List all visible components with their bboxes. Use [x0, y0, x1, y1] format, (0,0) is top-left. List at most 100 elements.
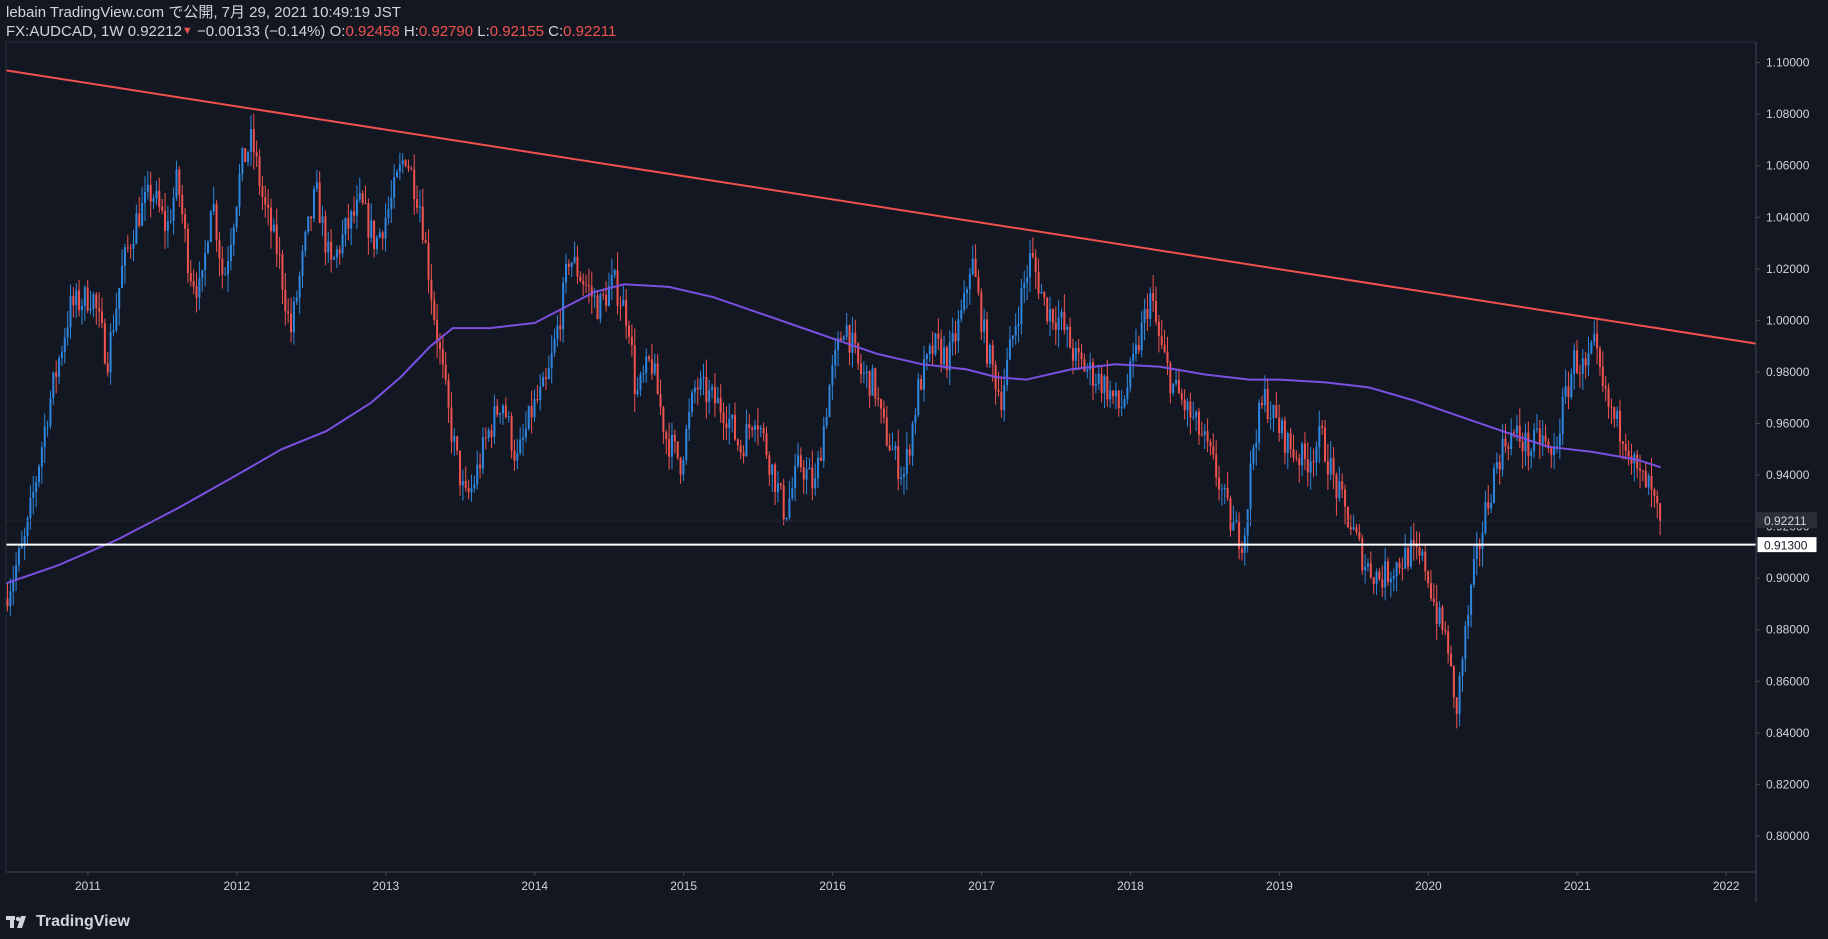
- candle-body: [605, 294, 608, 307]
- candle-body: [722, 412, 725, 424]
- candle-body: [1266, 388, 1269, 419]
- tradingview-brand[interactable]: TradingView: [6, 913, 130, 931]
- candle-body: [1180, 393, 1183, 400]
- candle-body: [301, 251, 304, 276]
- candle-body: [997, 389, 1000, 392]
- candle-body: [1189, 401, 1192, 418]
- candle-body: [1507, 446, 1510, 450]
- candle-body: [510, 415, 513, 451]
- candle-body: [310, 216, 313, 219]
- candle-body: [711, 386, 714, 390]
- candle-body: [436, 319, 439, 343]
- candle-body: [645, 356, 648, 373]
- candle-body: [201, 270, 204, 278]
- candle-body: [1464, 626, 1467, 660]
- candle-body: [825, 416, 828, 426]
- price-axis-label: 1.00000: [1766, 313, 1810, 327]
- candle-body: [691, 392, 694, 413]
- candle-body: [238, 173, 241, 208]
- candle-body: [1452, 666, 1455, 698]
- candle-body: [573, 256, 576, 263]
- candle-body: [252, 129, 255, 153]
- candle-body: [290, 313, 293, 333]
- candle-body: [837, 338, 840, 350]
- candle-body: [1195, 411, 1198, 417]
- candle-body: [524, 428, 527, 438]
- time-axis-label: 2020: [1415, 879, 1442, 893]
- candle-body: [55, 372, 58, 377]
- price-axis-label: 1.08000: [1766, 107, 1810, 121]
- candle-body: [430, 279, 433, 300]
- candle-body: [493, 406, 496, 437]
- candle-body: [1384, 561, 1387, 588]
- candle-body: [1149, 292, 1152, 319]
- candle-body: [759, 427, 762, 430]
- candle-body: [507, 415, 510, 418]
- candle-body: [370, 220, 373, 238]
- candle-body: [865, 371, 868, 373]
- candle-body: [330, 241, 333, 260]
- candle-body: [802, 467, 805, 480]
- time-axis-label: 2018: [1117, 879, 1144, 893]
- candle-body: [1653, 489, 1656, 496]
- candle-body: [1378, 571, 1381, 580]
- symbol-label[interactable]: FX:AUDCAD, 1W: [6, 23, 124, 40]
- candle-body: [46, 425, 49, 427]
- candle-body: [860, 363, 863, 375]
- candle-body: [1229, 497, 1232, 531]
- candle-body: [880, 399, 883, 409]
- close-value: 0.92211: [563, 23, 617, 40]
- candle-body: [1498, 461, 1501, 470]
- candle-body: [1112, 390, 1115, 397]
- descending-trendline[interactable]: [5, 69, 1757, 345]
- candle-body: [1226, 487, 1229, 498]
- candle-body: [479, 464, 482, 469]
- candle-body: [49, 398, 52, 426]
- candle-body: [590, 286, 593, 297]
- candle-body: [198, 277, 201, 298]
- candle-body: [275, 224, 278, 255]
- candle-body: [1220, 489, 1223, 491]
- candle-body: [284, 289, 287, 312]
- candle-body: [1206, 431, 1209, 442]
- time-axis-label: 2014: [521, 879, 548, 893]
- candle-body: [501, 405, 504, 414]
- candle-body: [1146, 309, 1149, 319]
- candle-body: [1011, 335, 1014, 340]
- candle-body: [1398, 562, 1401, 569]
- candle-body: [1429, 583, 1432, 599]
- candle-body: [1031, 253, 1034, 257]
- candle-body: [868, 371, 871, 396]
- candle-body: [83, 287, 86, 306]
- time-axis[interactable]: 2011 2012 2013 2014 2015 2016 2017 2018 2019 2020…: [75, 872, 1740, 893]
- candle-body: [725, 423, 728, 429]
- candle-body: [533, 399, 536, 418]
- candle-body: [169, 220, 172, 222]
- time-axis-label: 2011: [75, 879, 101, 893]
- candle-body: [1240, 548, 1243, 553]
- candle-body: [456, 436, 459, 451]
- candle-body: [121, 265, 124, 288]
- candlestick-series: [6, 113, 1662, 729]
- candle-body: [925, 354, 928, 360]
- candle-body: [1203, 431, 1206, 435]
- candle-body: [911, 423, 914, 456]
- candle-body: [112, 330, 115, 333]
- candle-body: [258, 156, 261, 187]
- candle-body: [126, 247, 129, 249]
- candle-body: [12, 579, 15, 592]
- candle-body: [937, 333, 940, 339]
- candle-body: [109, 332, 112, 373]
- candle-body: [1246, 509, 1249, 536]
- candle-body: [977, 277, 980, 293]
- candle-body: [1421, 551, 1424, 556]
- candle-body: [464, 481, 467, 488]
- candle-body: [298, 275, 301, 298]
- candle-body: [476, 464, 479, 485]
- candle-body: [1616, 410, 1619, 420]
- candle-body: [481, 437, 484, 469]
- candle-body: [78, 290, 81, 311]
- price-axis[interactable]: 0.80000 0.82000 0.84000 0.86000 0.88000 0.900…: [1756, 56, 1810, 843]
- candle-body: [817, 457, 820, 479]
